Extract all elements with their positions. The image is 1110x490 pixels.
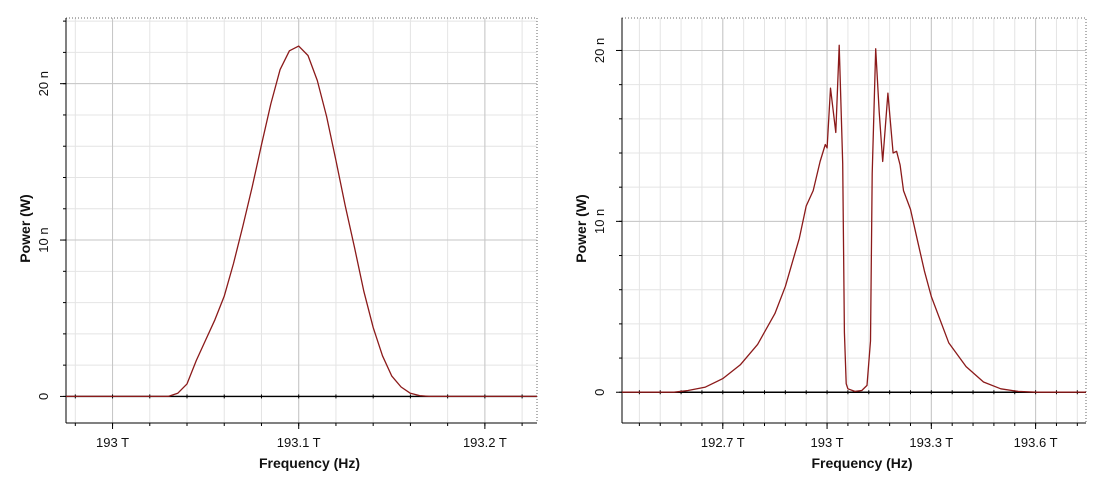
y-tick-label: 10 n bbox=[592, 209, 607, 234]
x-axis-title: Frequency (Hz) bbox=[259, 455, 360, 471]
y-axis-title: Power (W) bbox=[17, 194, 33, 262]
x-tick-label: 193.3 T bbox=[909, 435, 953, 450]
x-tick-label: 192.7 T bbox=[701, 435, 745, 450]
chart-left: 193 T 193.1 T 193.2 T 0 10 n 20 n Frequency (H… bbox=[17, 17, 538, 471]
power-spectrum-line bbox=[622, 44, 1086, 393]
power-spectrum-line bbox=[66, 45, 537, 398]
y-tick-label: 20 n bbox=[592, 38, 607, 63]
x-tick-label: 193 T bbox=[96, 435, 129, 450]
x-tick-label: 193.2 T bbox=[463, 435, 507, 450]
y-tick-label: 0 bbox=[36, 393, 51, 400]
y-tick-label: 10 n bbox=[36, 227, 51, 252]
x-tick-label: 193 T bbox=[811, 435, 844, 450]
plot-frame bbox=[621, 17, 1087, 424]
x-axis-title: Frequency (Hz) bbox=[811, 455, 912, 471]
chart-right: 192.7 T 193 T 193.3 T 193.6 T 0 10 n 20 n Frequ… bbox=[573, 17, 1087, 471]
y-tick-label: 20 n bbox=[36, 71, 51, 96]
y-axis-title: Power (W) bbox=[573, 194, 589, 262]
x-tick-label: 193.6 T bbox=[1014, 435, 1058, 450]
y-tick-label: 0 bbox=[592, 389, 607, 396]
plot-frame bbox=[65, 17, 538, 424]
x-tick-label: 193.1 T bbox=[277, 435, 321, 450]
